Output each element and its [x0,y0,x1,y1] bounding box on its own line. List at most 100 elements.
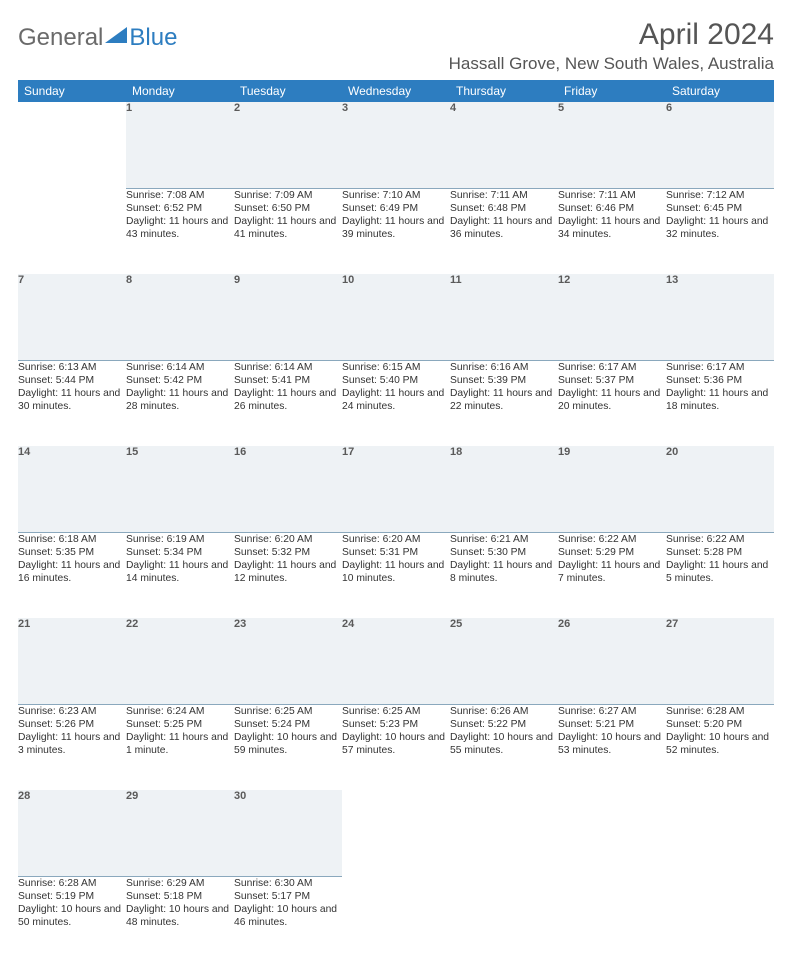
day-content-cell: Sunrise: 6:19 AMSunset: 5:34 PMDaylight:… [126,532,234,618]
day-number-row: 21222324252627 [18,618,774,704]
sunrise-text: Sunrise: 6:27 AM [558,705,666,718]
sunrise-text: Sunrise: 6:16 AM [450,361,558,374]
day-number-cell: 12 [558,274,666,360]
month-title: April 2024 [449,18,774,52]
day-number-cell: 28 [18,790,126,876]
sunrise-text: Sunrise: 6:18 AM [18,533,126,546]
sunrise-text: Sunrise: 7:11 AM [558,189,666,202]
day-content-cell: Sunrise: 6:29 AMSunset: 5:18 PMDaylight:… [126,876,234,962]
daylight-text: Daylight: 11 hours and 43 minutes. [126,215,234,241]
sunrise-text: Sunrise: 6:28 AM [18,877,126,890]
daylight-text: Daylight: 11 hours and 3 minutes. [18,731,126,757]
day-number: 5 [558,102,564,114]
day-number: 3 [342,102,348,114]
sunrise-text: Sunrise: 6:14 AM [126,361,234,374]
day-content-row: Sunrise: 6:13 AMSunset: 5:44 PMDaylight:… [18,360,774,446]
sunrise-text: Sunrise: 6:26 AM [450,705,558,718]
day-number: 19 [558,446,570,458]
day-header: Saturday [666,80,774,102]
day-content-cell: Sunrise: 6:16 AMSunset: 5:39 PMDaylight:… [450,360,558,446]
day-content-cell: Sunrise: 7:12 AMSunset: 6:45 PMDaylight:… [666,188,774,274]
day-number-cell: 25 [450,618,558,704]
sunrise-text: Sunrise: 6:30 AM [234,877,342,890]
day-number: 1 [126,102,132,114]
sunset-text: Sunset: 6:45 PM [666,202,774,215]
sunrise-text: Sunrise: 6:13 AM [18,361,126,374]
sunset-text: Sunset: 5:29 PM [558,546,666,559]
day-number: 15 [126,446,138,458]
calendar-table: SundayMondayTuesdayWednesdayThursdayFrid… [18,80,774,962]
sunset-text: Sunset: 6:49 PM [342,202,450,215]
day-number: 27 [666,618,678,630]
day-content-cell: Sunrise: 6:17 AMSunset: 5:37 PMDaylight:… [558,360,666,446]
daylight-text: Daylight: 11 hours and 7 minutes. [558,559,666,585]
day-number-cell: 6 [666,102,774,188]
sunset-text: Sunset: 5:22 PM [450,718,558,731]
sunrise-text: Sunrise: 7:08 AM [126,189,234,202]
day-content-cell: Sunrise: 6:27 AMSunset: 5:21 PMDaylight:… [558,704,666,790]
day-number-row: 282930 [18,790,774,876]
day-content-cell: Sunrise: 6:25 AMSunset: 5:24 PMDaylight:… [234,704,342,790]
sunset-text: Sunset: 5:25 PM [126,718,234,731]
daylight-text: Daylight: 11 hours and 5 minutes. [666,559,774,585]
day-number-cell: 20 [666,446,774,532]
daylight-text: Daylight: 10 hours and 50 minutes. [18,903,126,929]
day-number: 26 [558,618,570,630]
sunrise-text: Sunrise: 6:19 AM [126,533,234,546]
day-number-cell: 21 [18,618,126,704]
day-header: Thursday [450,80,558,102]
sunrise-text: Sunrise: 6:21 AM [450,533,558,546]
daylight-text: Daylight: 11 hours and 1 minute. [126,731,234,757]
day-number-cell: 26 [558,618,666,704]
sunset-text: Sunset: 5:40 PM [342,374,450,387]
day-number: 20 [666,446,678,458]
day-number: 21 [18,618,30,630]
day-number: 6 [666,102,672,114]
sunset-text: Sunset: 5:34 PM [126,546,234,559]
day-content-cell: Sunrise: 6:22 AMSunset: 5:29 PMDaylight:… [558,532,666,618]
day-header: Wednesday [342,80,450,102]
daylight-text: Daylight: 10 hours and 46 minutes. [234,903,342,929]
sunset-text: Sunset: 5:32 PM [234,546,342,559]
day-number: 4 [450,102,456,114]
sunset-text: Sunset: 5:28 PM [666,546,774,559]
sunset-text: Sunset: 5:17 PM [234,890,342,903]
daylight-text: Daylight: 11 hours and 36 minutes. [450,215,558,241]
day-number-cell: 23 [234,618,342,704]
day-number-cell: 14 [18,446,126,532]
day-content-cell: Sunrise: 7:11 AMSunset: 6:48 PMDaylight:… [450,188,558,274]
sunrise-text: Sunrise: 7:11 AM [450,189,558,202]
day-number: 30 [234,790,246,802]
sunset-text: Sunset: 5:35 PM [18,546,126,559]
day-number: 22 [126,618,138,630]
day-number: 2 [234,102,240,114]
day-content-cell [666,876,774,962]
sunset-text: Sunset: 6:52 PM [126,202,234,215]
sunset-text: Sunset: 5:42 PM [126,374,234,387]
day-number: 14 [18,446,30,458]
day-number-cell: 22 [126,618,234,704]
daylight-text: Daylight: 10 hours and 57 minutes. [342,731,450,757]
day-content-row: Sunrise: 6:18 AMSunset: 5:35 PM Daylight:… [18,532,774,618]
daylight-text: Daylight: 11 hours and 10 minutes. [342,559,450,585]
sunset-text: Sunset: 5:24 PM [234,718,342,731]
day-content-cell [450,876,558,962]
day-number: 7 [18,274,24,286]
day-number: 8 [126,274,132,286]
logo: General Blue [18,24,177,52]
sunrise-text: Sunrise: 7:12 AM [666,189,774,202]
daylight-text: Daylight: 11 hours and 28 minutes. [126,387,234,413]
logo-text-1: General [18,24,103,52]
sunrise-text: Sunrise: 6:25 AM [234,705,342,718]
day-number: 13 [666,274,678,286]
day-content-row: Sunrise: 6:28 AMSunset: 5:19 PMDaylight:… [18,876,774,962]
sunset-text: Sunset: 5:30 PM [450,546,558,559]
day-header: Tuesday [234,80,342,102]
day-content-cell: Sunrise: 6:28 AMSunset: 5:20 PMDaylight:… [666,704,774,790]
day-header: Sunday [18,80,126,102]
sunset-text: Sunset: 5:44 PM [18,374,126,387]
sunrise-text: Sunrise: 6:24 AM [126,705,234,718]
day-number-cell [450,790,558,876]
day-content-cell: Sunrise: 6:23 AMSunset: 5:26 PMDaylight:… [18,704,126,790]
day-number-cell: 17 [342,446,450,532]
